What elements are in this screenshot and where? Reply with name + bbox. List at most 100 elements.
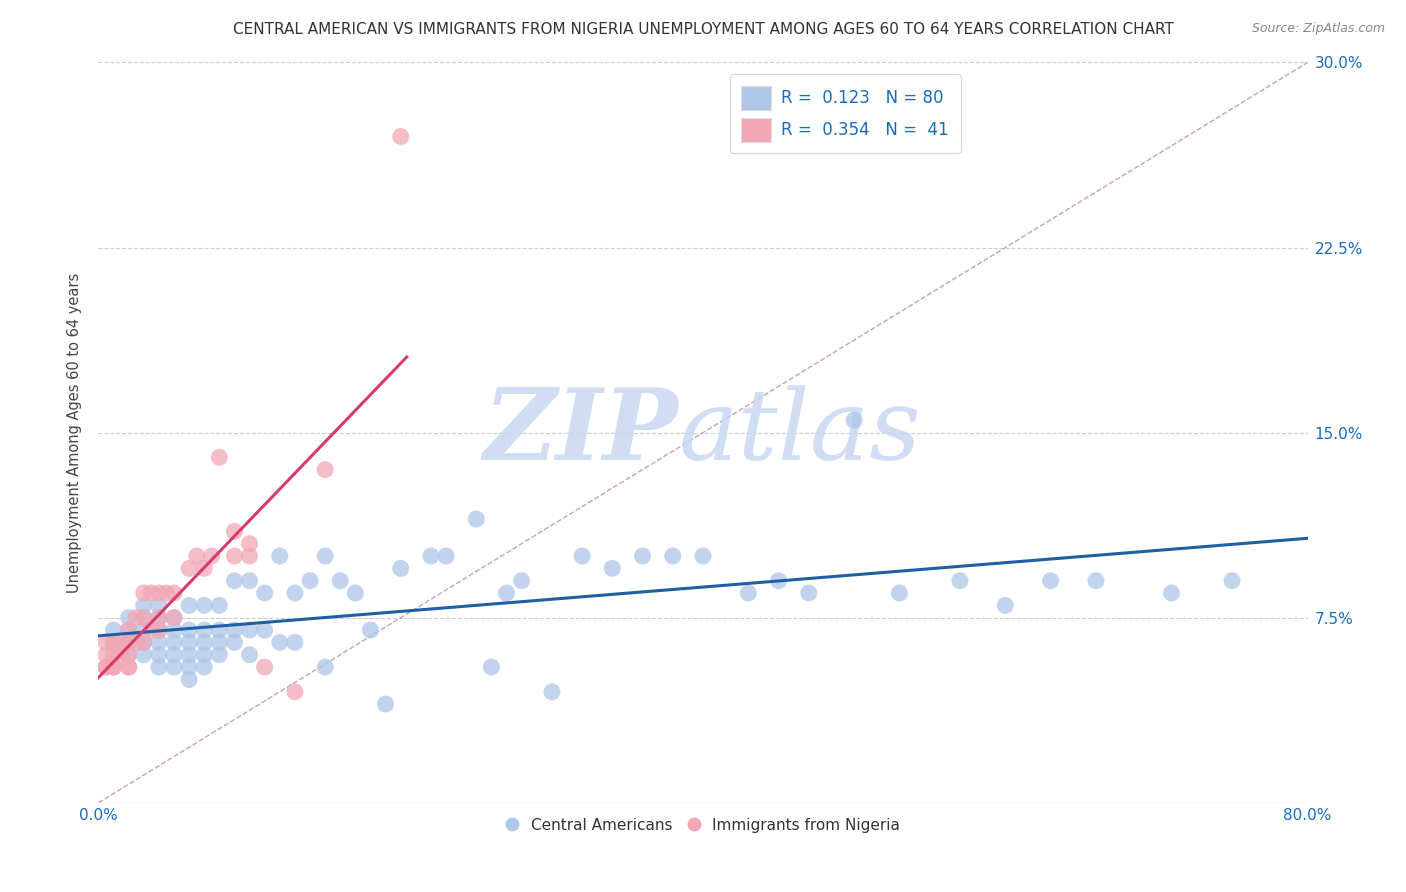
Point: [186, 549, 208, 563]
Point: [125, 635, 148, 649]
Point: [118, 635, 141, 649]
Point: [148, 635, 170, 649]
Point: [163, 648, 186, 662]
Point: [179, 623, 201, 637]
Legend: Central Americans, Immigrants from Nigeria: Central Americans, Immigrants from Niger…: [501, 813, 905, 839]
Point: [132, 586, 155, 600]
Point: [540, 685, 562, 699]
Point: [163, 610, 186, 624]
Point: [193, 599, 215, 613]
Point: [844, 413, 866, 427]
Point: [224, 574, 246, 588]
Point: [208, 623, 231, 637]
Point: [132, 610, 155, 624]
Point: [118, 660, 141, 674]
Point: [141, 623, 163, 637]
Point: [495, 586, 517, 600]
Point: [329, 574, 352, 588]
Point: [224, 623, 246, 637]
Point: [602, 561, 624, 575]
Point: [314, 549, 336, 563]
Point: [103, 660, 125, 674]
Point: [571, 549, 593, 563]
Point: [208, 599, 231, 613]
Point: [239, 648, 262, 662]
Point: [299, 574, 322, 588]
Point: [1085, 574, 1108, 588]
Point: [994, 599, 1017, 613]
Point: [132, 635, 155, 649]
Point: [148, 586, 170, 600]
Point: [224, 549, 246, 563]
Text: CENTRAL AMERICAN VS IMMIGRANTS FROM NIGERIA UNEMPLOYMENT AMONG AGES 60 TO 64 YEA: CENTRAL AMERICAN VS IMMIGRANTS FROM NIGE…: [232, 22, 1174, 37]
Point: [284, 586, 307, 600]
Point: [239, 536, 262, 550]
Point: [132, 610, 155, 624]
Point: [132, 635, 155, 649]
Point: [103, 635, 125, 649]
Point: [1220, 574, 1243, 588]
Point: [224, 524, 246, 539]
Point: [360, 623, 382, 637]
Point: [420, 549, 443, 563]
Point: [224, 635, 246, 649]
Point: [239, 574, 262, 588]
Point: [163, 610, 186, 624]
Point: [737, 586, 759, 600]
Point: [125, 610, 148, 624]
Point: [103, 648, 125, 662]
Point: [1160, 586, 1182, 600]
Point: [148, 623, 170, 637]
Point: [797, 586, 820, 600]
Point: [284, 635, 307, 649]
Text: atlas: atlas: [679, 385, 921, 480]
Point: [155, 586, 177, 600]
Point: [201, 549, 224, 563]
Point: [148, 610, 170, 624]
Point: [179, 673, 201, 687]
Point: [179, 599, 201, 613]
Point: [949, 574, 972, 588]
Point: [692, 549, 714, 563]
Point: [269, 635, 291, 649]
Point: [141, 586, 163, 600]
Point: [94, 635, 117, 649]
Point: [239, 623, 262, 637]
Point: [389, 129, 412, 144]
Point: [163, 635, 186, 649]
Point: [193, 561, 215, 575]
Point: [314, 462, 336, 476]
Point: [110, 648, 132, 662]
Point: [193, 660, 215, 674]
Point: [889, 586, 911, 600]
Point: [163, 586, 186, 600]
Point: [118, 660, 141, 674]
Point: [103, 623, 125, 637]
Point: [118, 623, 141, 637]
Point: [179, 648, 201, 662]
Point: [118, 648, 141, 662]
Point: [148, 599, 170, 613]
Point: [110, 635, 132, 649]
Point: [179, 635, 201, 649]
Text: ZIP: ZIP: [484, 384, 679, 481]
Point: [132, 623, 155, 637]
Point: [465, 512, 488, 526]
Point: [269, 549, 291, 563]
Point: [253, 586, 276, 600]
Point: [118, 635, 141, 649]
Point: [208, 635, 231, 649]
Point: [193, 648, 215, 662]
Point: [118, 648, 141, 662]
Point: [94, 660, 117, 674]
Point: [208, 450, 231, 465]
Point: [103, 660, 125, 674]
Point: [284, 685, 307, 699]
Point: [510, 574, 533, 588]
Point: [389, 561, 412, 575]
Point: [768, 574, 790, 588]
Point: [481, 660, 503, 674]
Point: [179, 561, 201, 575]
Point: [132, 648, 155, 662]
Text: Source: ZipAtlas.com: Source: ZipAtlas.com: [1251, 22, 1385, 36]
